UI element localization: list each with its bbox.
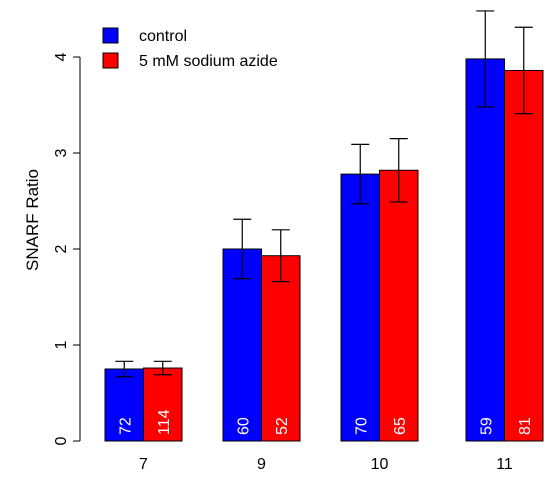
bar-count-label: 70 — [353, 417, 370, 435]
y-tick-label: 0 — [53, 436, 70, 445]
bar — [340, 173, 380, 442]
y-tick-label: 3 — [53, 148, 70, 157]
bar — [504, 69, 544, 442]
bar-count-label: 52 — [274, 417, 291, 435]
bars: 72 60 70 59 114 52 65 81 — [104, 10, 544, 442]
y-tick-label: 1 — [53, 340, 70, 349]
bar-count-label: 60 — [235, 417, 252, 435]
legend: control 5 mM sodium azide — [102, 27, 278, 70]
legend-label: control — [139, 28, 187, 45]
x-tick-label: 10 — [371, 456, 389, 473]
bar — [465, 58, 505, 442]
legend-label: 5 mM sodium azide — [139, 53, 278, 70]
bar-count-label: 81 — [517, 417, 534, 435]
y-tick-label: 2 — [53, 244, 70, 253]
bar — [261, 255, 301, 442]
x-axis: 7 9 10 11 — [139, 456, 513, 473]
legend-swatch — [102, 27, 119, 44]
bar — [222, 248, 262, 442]
bar-count-label: 65 — [392, 417, 409, 435]
bar — [104, 368, 144, 442]
y-axis: 0 1 2 3 4 — [53, 52, 81, 445]
bar-count-label: 114 — [156, 409, 173, 435]
x-tick-label: 9 — [257, 456, 266, 473]
bar — [379, 169, 419, 442]
legend-swatch — [102, 52, 119, 69]
bar-count-label: 72 — [117, 417, 134, 435]
x-tick-label: 7 — [139, 456, 148, 473]
bar-count-label: 59 — [478, 417, 495, 435]
y-axis-label: SNARF Ratio — [23, 169, 42, 271]
x-tick-label: 11 — [496, 456, 513, 473]
y-tick-label: 4 — [53, 52, 70, 61]
